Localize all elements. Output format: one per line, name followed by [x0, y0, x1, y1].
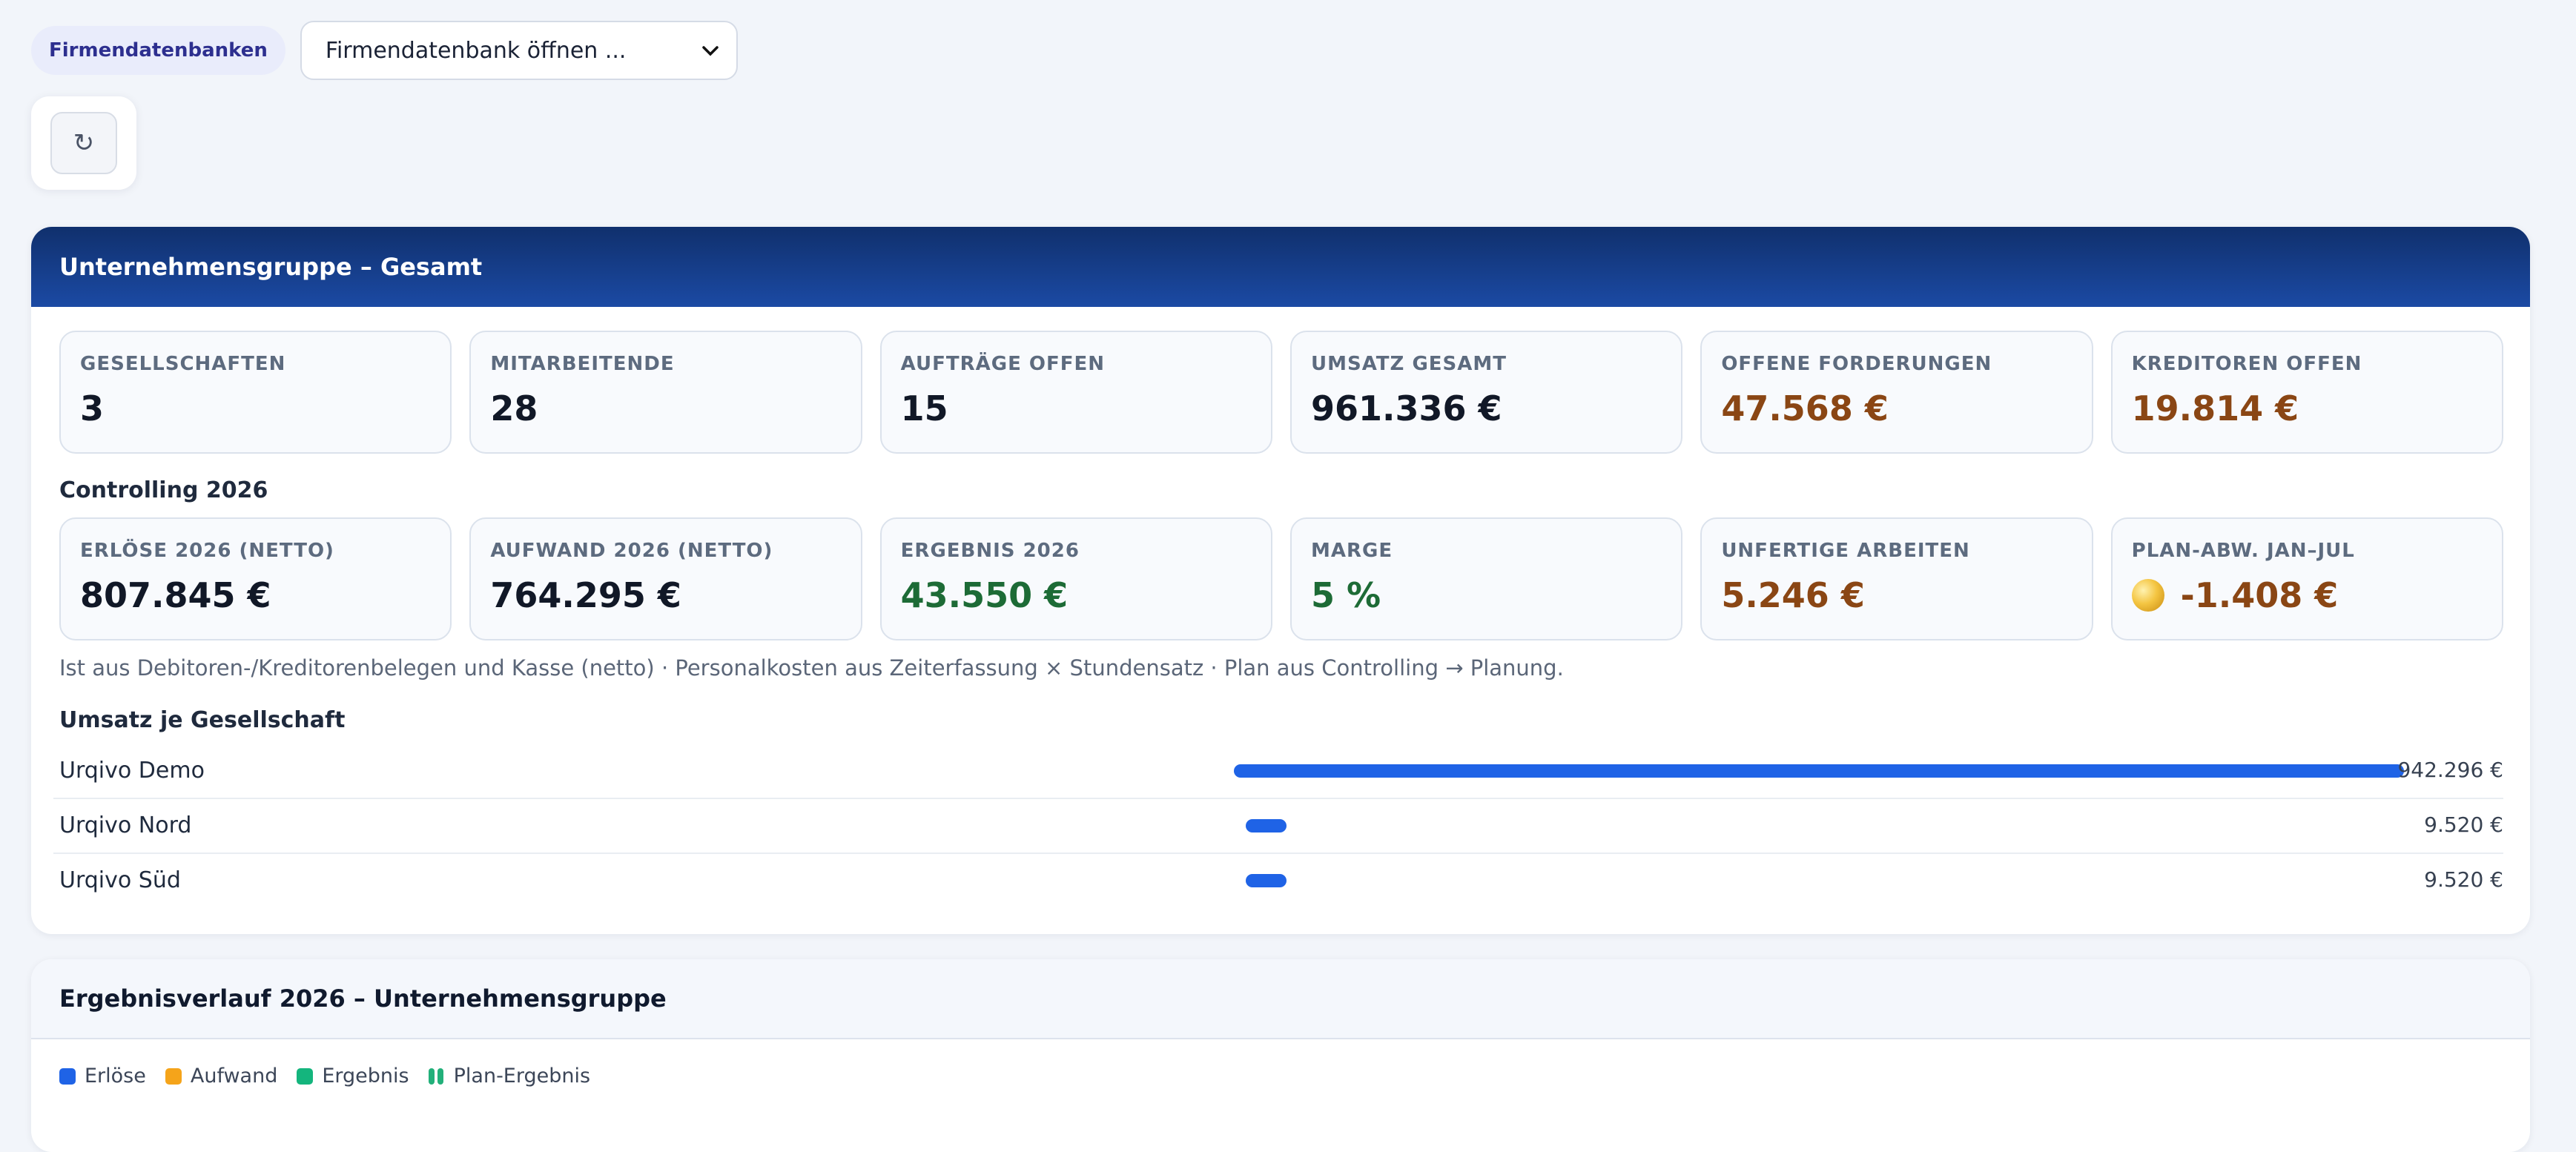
kpi-value: 5 %: [1310, 575, 1381, 615]
refresh-icon: ↻: [73, 128, 95, 158]
db-select-value: Firmendatenbank öffnen ...: [325, 37, 627, 64]
legend-item-aufwand[interactable]: Aufwand: [165, 1065, 278, 1088]
kpi-label: Marge: [1310, 540, 1393, 562]
kpi-value: 43.550 €: [900, 575, 1069, 615]
trend-panel: Ergebnisverlauf 2026 – Unternehmensgrupp…: [31, 959, 2530, 1152]
kpi-value: 3: [80, 388, 105, 428]
kpi-value: 28: [490, 388, 538, 428]
trend-panel-title: Ergebnisverlauf 2026 – Unternehmensgrupp…: [31, 959, 2530, 1039]
kpi-row-controlling: Erlöse 2026 (netto) 807.845 € Aufwand 20…: [59, 517, 2503, 640]
revenue-bar-track: [1234, 874, 2404, 887]
kpi-card: Kreditoren offen 19.814 €: [2110, 331, 2503, 454]
legend-label: Ergebnis: [322, 1065, 409, 1088]
kpi-card: Mitarbeitende 28: [469, 331, 862, 454]
revenue-value: 9.520 €: [2424, 867, 2503, 892]
revenue-row: Urqivo Demo 942.296 €: [53, 744, 2503, 799]
status-coin-icon: [2131, 579, 2164, 612]
legend-swatch: [297, 1067, 314, 1085]
kpi-value: 5.246 €: [1721, 575, 1865, 615]
kpi-card: Marge 5 %: [1289, 517, 1683, 640]
revenue-bar-track: [1234, 764, 2404, 778]
legend-swatch: [59, 1067, 76, 1085]
legend-label: Plan-Ergebnis: [453, 1065, 591, 1088]
kpi-row-general: Gesellschaften 3 Mitarbeitende 28 Aufträ…: [59, 331, 2503, 454]
refresh-card: ↻: [31, 96, 136, 190]
kpi-label: Offene Forderungen: [1721, 353, 1992, 375]
chart-legend: Erlöse Aufwand Ergebnis Plan-Ergebnis: [59, 1065, 590, 1088]
kpi-label: Aufträge offen: [900, 353, 1106, 375]
kpi-value: -1.408 €: [2131, 575, 2483, 615]
group-panel-title: Unternehmensgruppe – Gesamt: [31, 227, 2530, 307]
revenue-value: 9.520 €: [2424, 812, 2503, 837]
legend-label: Erlöse: [85, 1065, 146, 1088]
legend-swatch-dashed: [428, 1067, 445, 1085]
top-bar: Firmendatenbanken Firmendatenbank öffnen…: [31, 19, 738, 82]
kpi-label: Erlöse 2026 (netto): [80, 540, 334, 562]
kpi-card: Aufwand 2026 (netto) 764.295 €: [469, 517, 862, 640]
kpi-card: Aufträge offen 15: [879, 331, 1272, 454]
revenue-bar: [1246, 819, 1287, 832]
kpi-label: Kreditoren offen: [2131, 353, 2362, 375]
kpi-card: Offene Forderungen 47.568 €: [1700, 331, 2093, 454]
kpi-value: 47.568 €: [1721, 388, 1889, 428]
controlling-title: Controlling 2026: [59, 477, 268, 503]
group-overview-panel: Unternehmensgruppe – Gesamt Gesellschaft…: [31, 227, 2530, 934]
kpi-card: Ergebnis 2026 43.550 €: [879, 517, 1272, 640]
legend-label: Aufwand: [190, 1065, 278, 1088]
legend-item-plan-ergebnis[interactable]: Plan-Ergebnis: [428, 1065, 591, 1088]
refresh-button[interactable]: ↻: [50, 112, 117, 174]
company-name: Urqivo Demo: [59, 758, 205, 784]
legend-item-ergebnis[interactable]: Ergebnis: [297, 1065, 409, 1088]
kpi-card: Unfertige Arbeiten 5.246 €: [1700, 517, 2093, 640]
company-name: Urqivo Nord: [59, 812, 192, 838]
kpi-card: Gesellschaften 3: [59, 331, 452, 454]
revenue-row: Urqivo Nord 9.520 €: [53, 799, 2503, 854]
kpi-value: 764.295 €: [490, 575, 681, 615]
kpi-label: Ergebnis 2026: [900, 540, 1080, 562]
revenue-bar: [1234, 764, 2404, 778]
kpi-card: Plan-Abw. Jan–Jul -1.408 €: [2110, 517, 2503, 640]
kpi-card: Erlöse 2026 (netto) 807.845 €: [59, 517, 452, 640]
revenue-bars: Urqivo Demo 942.296 € Urqivo Nord 9.520 …: [53, 744, 2503, 907]
controlling-note: Ist aus Debitoren-/Kreditorenbelegen und…: [59, 655, 1564, 681]
kpi-value: 15: [900, 388, 948, 428]
chevron-down-icon: [702, 39, 719, 62]
db-label: Firmendatenbanken: [31, 26, 285, 75]
kpi-label: Umsatz gesamt: [1310, 353, 1507, 375]
legend-swatch: [165, 1067, 182, 1085]
revenue-bar: [1246, 874, 1287, 887]
legend-item-erloese[interactable]: Erlöse: [59, 1065, 146, 1088]
kpi-value: 961.336 €: [1310, 388, 1502, 428]
kpi-value-text: -1.408 €: [2180, 575, 2339, 615]
company-name: Urqivo Süd: [59, 867, 181, 893]
revenue-bar-track: [1234, 819, 2404, 832]
kpi-value: 19.814 €: [2131, 388, 2299, 428]
kpi-label: Aufwand 2026 (netto): [490, 540, 773, 562]
kpi-label: Unfertige Arbeiten: [1721, 540, 1970, 562]
kpi-value: 807.845 €: [80, 575, 271, 615]
kpi-label: Plan-Abw. Jan–Jul: [2131, 540, 2355, 562]
revenue-title: Umsatz je Gesellschaft: [59, 707, 346, 733]
kpi-label: Mitarbeitende: [490, 353, 675, 375]
kpi-label: Gesellschaften: [80, 353, 286, 375]
revenue-row: Urqivo Süd 9.520 €: [53, 854, 2503, 907]
revenue-value: 942.296 €: [2397, 758, 2503, 782]
db-select[interactable]: Firmendatenbank öffnen ...: [300, 21, 738, 80]
kpi-card: Umsatz gesamt 961.336 €: [1289, 331, 1683, 454]
